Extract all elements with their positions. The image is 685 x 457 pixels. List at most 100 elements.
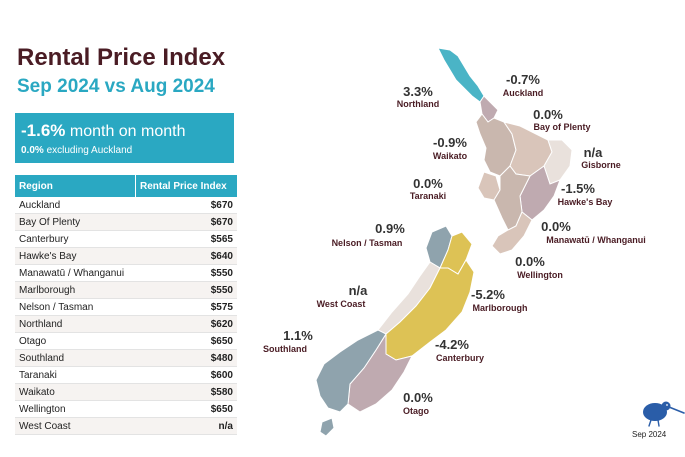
region-name-cell: Hawke's Bay — [15, 247, 136, 265]
gisborne-name: Gisborne — [581, 160, 621, 170]
label-gisborne: n/a Gisborne — [581, 145, 621, 170]
table-header-row: Region Rental Price Index — [15, 175, 237, 197]
region-name-cell: Otago — [15, 332, 136, 350]
region-name-cell: Taranaki — [15, 366, 136, 384]
marlborough-change: -5.2% — [471, 287, 505, 302]
canterbury-name: Canterbury — [436, 353, 484, 363]
label-otago: 0.0% Otago — [403, 390, 433, 416]
ex-auckland-label: excluding Auckland — [43, 145, 133, 156]
auckland-change: -0.7% — [506, 72, 540, 87]
column-header-index: Rental Price Index — [135, 175, 237, 197]
index-value-cell: $650 — [135, 332, 237, 350]
label-west-coast: n/a West Coast — [317, 283, 369, 309]
index-value-cell: $650 — [135, 400, 237, 418]
page-subtitle: Sep 2024 vs Aug 2024 — [17, 76, 215, 97]
region-name-cell: Canterbury — [15, 230, 136, 248]
kiwi-bird-icon — [643, 401, 685, 427]
index-value-cell: $575 — [135, 298, 237, 316]
manawatu-name: Manawatū / Whanganui — [546, 235, 646, 245]
manawatu-change: 0.0% — [541, 219, 571, 234]
month-change: -1.6% month on month — [21, 121, 234, 141]
northland-name: Northland — [397, 99, 440, 109]
table-body: Auckland $670 Bay Of Plenty $670 Canterbury $… — [15, 197, 237, 435]
table-row: Southland $480 — [15, 349, 237, 367]
index-value-cell: $670 — [135, 213, 237, 231]
west-coast-change: n/a — [349, 283, 369, 298]
ex-auckland-value: 0.0% — [21, 145, 44, 156]
month-change-value: -1.6% — [21, 121, 66, 140]
month-change-label: month on month — [65, 123, 186, 140]
index-value-cell: $550 — [135, 264, 237, 282]
region-name-cell: Manawatū / Whanganui — [15, 264, 136, 282]
bay-of-plenty-name: Bay of Plenty — [533, 122, 590, 132]
label-nelson-tasman: 0.9% Nelson / Tasman — [332, 221, 406, 248]
label-manawatu-whanganui: 0.0% Manawatū / Whanganui — [541, 219, 646, 245]
region-stewart-island[interactable] — [319, 417, 335, 437]
label-hawkes-bay: -1.5% Hawke's Bay — [558, 181, 613, 207]
label-bay-of-plenty: 0.0% Bay of Plenty — [533, 107, 590, 132]
index-value-cell: $550 — [135, 281, 237, 299]
index-value-cell: n/a — [135, 417, 237, 435]
table-row: Waikato $580 — [15, 383, 237, 401]
table-row: Marlborough $550 — [15, 281, 237, 299]
summary-banner: -1.6% month on month 0.0% excluding Auck… — [15, 113, 234, 163]
table-row: Bay Of Plenty $670 — [15, 213, 237, 231]
label-taranaki: 0.0% Taranaki — [410, 176, 446, 201]
region-name-cell: Auckland — [15, 197, 136, 214]
auckland-name: Auckland — [503, 88, 544, 98]
hawkes-bay-change: -1.5% — [561, 181, 595, 196]
column-header-region: Region — [15, 175, 136, 197]
taranaki-change: 0.0% — [413, 176, 443, 191]
region-wellington[interactable] — [491, 211, 533, 255]
hawkes-bay-name: Hawke's Bay — [558, 197, 613, 207]
west-coast-name: West Coast — [317, 299, 366, 309]
table-row: Otago $650 — [15, 332, 237, 350]
table-row: Northland $620 — [15, 315, 237, 333]
label-marlborough: -5.2% Marlborough — [471, 287, 527, 313]
nelson-tasman-change: 0.9% — [375, 221, 405, 236]
region-southland[interactable] — [315, 329, 387, 413]
region-northland[interactable] — [437, 47, 485, 103]
table-row: Nelson / Tasman $575 — [15, 298, 237, 316]
marlborough-name: Marlborough — [473, 303, 528, 313]
index-value-cell: $620 — [135, 315, 237, 333]
index-value-cell: $600 — [135, 366, 237, 384]
southland-change: 1.1% — [283, 328, 313, 343]
report-date: Sep 2024 — [632, 430, 667, 439]
otago-name: Otago — [403, 406, 430, 416]
ex-auckland-change: 0.0% excluding Auckland — [21, 145, 234, 156]
table-row: West Coast n/a — [15, 417, 237, 435]
label-northland: 3.3% Northland — [397, 84, 440, 109]
index-value-cell: $480 — [135, 349, 237, 367]
table-row: Auckland $670 — [15, 197, 237, 214]
waikato-name: Waikato — [433, 151, 468, 161]
table-row: Canterbury $565 — [15, 230, 237, 248]
region-name-cell: West Coast — [15, 417, 136, 435]
label-waikato: -0.9% Waikato — [433, 135, 468, 161]
waikato-change: -0.9% — [433, 135, 467, 150]
index-value-cell: $640 — [135, 247, 237, 265]
region-name-cell: Nelson / Tasman — [15, 298, 136, 316]
nelson-tasman-name: Nelson / Tasman — [332, 238, 403, 248]
table-row: Wellington $650 — [15, 400, 237, 418]
rental-index-table: Region Rental Price Index Auckland $670 Ba… — [15, 175, 237, 435]
wellington-change: 0.0% — [515, 254, 545, 269]
table-row: Taranaki $600 — [15, 366, 237, 384]
label-wellington: 0.0% Wellington — [515, 254, 563, 280]
table-row: Manawatū / Whanganui $550 — [15, 264, 237, 282]
southland-name: Southland — [263, 344, 307, 354]
otago-change: 0.0% — [403, 390, 433, 405]
label-southland: 1.1% Southland — [263, 328, 313, 354]
index-value-cell: $565 — [135, 230, 237, 248]
canterbury-change: -4.2% — [435, 337, 469, 352]
region-name-cell: Southland — [15, 349, 136, 367]
label-canterbury: -4.2% Canterbury — [435, 337, 484, 363]
northland-change: 3.3% — [403, 84, 433, 99]
index-value-cell: $670 — [135, 197, 237, 214]
bay-of-plenty-change: 0.0% — [533, 107, 563, 122]
taranaki-name: Taranaki — [410, 191, 446, 201]
wellington-name: Wellington — [517, 270, 563, 280]
region-name-cell: Bay Of Plenty — [15, 213, 136, 231]
page-title: Rental Price Index — [17, 44, 226, 71]
